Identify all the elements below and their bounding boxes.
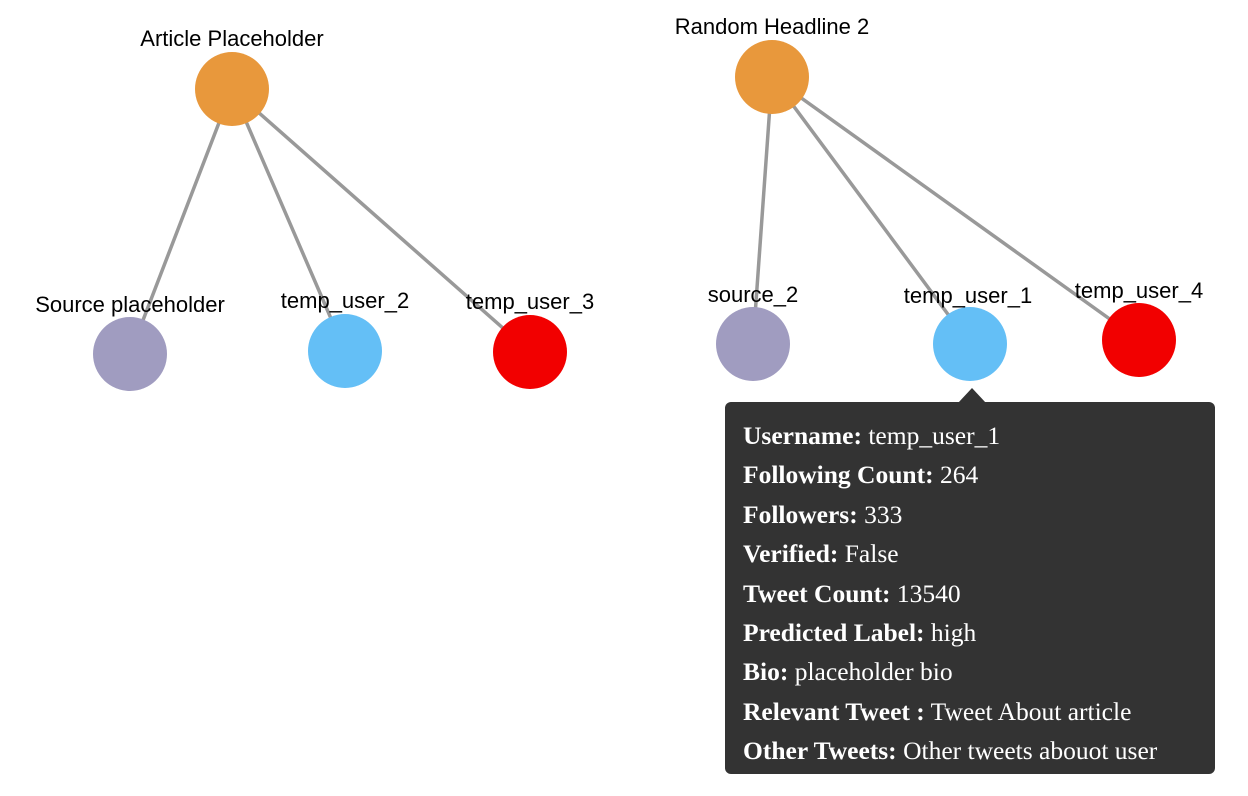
tooltip-key: Following Count: [743, 460, 934, 490]
node-article-placeholder[interactable] [195, 52, 269, 126]
tooltip-key: Followers: [743, 499, 858, 529]
node-label: temp_user_3 [466, 289, 594, 314]
node-temp-user-1[interactable] [933, 307, 1007, 381]
tooltip-row-followers: Followers: 333 [743, 495, 1197, 534]
tooltip-value: False [844, 539, 899, 569]
tooltip-arrow [958, 388, 986, 403]
node-label: source_2 [708, 282, 799, 307]
node-label: Article Placeholder [140, 26, 323, 51]
tooltip-key: Verified: [743, 539, 839, 569]
edges-layer [128, 75, 1141, 356]
tooltip-key: Tweet Count: [743, 578, 891, 608]
tooltip-key: Relevant Tweet : [743, 696, 925, 726]
tooltip-key: Other Tweets: [743, 736, 897, 766]
tooltip-row-predicted-label: Predicted Label: high [743, 613, 1197, 652]
labels-layer: Article Placeholder Source placeholder tem… [35, 14, 1203, 317]
tooltip-value: 13540 [896, 578, 961, 608]
edge-article2-source2 [751, 75, 774, 346]
tooltip-value: 264 [939, 460, 979, 490]
node-source-2[interactable] [716, 307, 790, 381]
node-temp-user-2[interactable] [308, 314, 382, 388]
tooltip-value: Other tweets abouot user [903, 736, 1158, 766]
edge-article2-user4 [770, 75, 1141, 342]
edge-article1-source1 [128, 87, 234, 356]
tooltip-row-tweet-count: Tweet Count: 13540 [743, 574, 1197, 613]
edge-article2-user1 [770, 75, 972, 346]
tooltip-row-verified: Verified: False [743, 534, 1197, 573]
tooltip-row-relevant-tweet: Relevant Tweet : Tweet About article [743, 692, 1197, 731]
tooltip-value: 333 [864, 499, 903, 529]
tooltip-row-username: Username: temp_user_1 [743, 416, 1197, 455]
node-temp-user-3[interactable] [493, 315, 567, 389]
node-label: temp_user_1 [904, 283, 1032, 308]
nodes-layer [93, 40, 1176, 391]
tooltip-value: Tweet About article [930, 696, 1132, 726]
edge-article1-user2 [230, 87, 347, 353]
node-label: temp_user_4 [1075, 278, 1203, 303]
tooltip-value: placeholder bio [794, 657, 953, 687]
tooltip-value: high [930, 618, 977, 648]
node-source-placeholder[interactable] [93, 317, 167, 391]
tooltip-value: temp_user_1 [868, 421, 1001, 450]
user-tooltip: Username: temp_user_1 Following Count: 2… [725, 402, 1215, 774]
node-temp-user-4[interactable] [1102, 303, 1176, 377]
tooltip-key: Bio: [743, 657, 789, 687]
node-label: Random Headline 2 [675, 14, 869, 39]
tooltip-key: Username: [743, 421, 862, 450]
tooltip-row-following-count: Following Count: 264 [743, 455, 1197, 494]
tooltip-row-bio: Bio: placeholder bio [743, 652, 1197, 691]
tooltip-key: Predicted Label: [743, 618, 925, 648]
node-label: temp_user_2 [281, 288, 409, 313]
node-label: Source placeholder [35, 292, 225, 317]
edge-article1-user3 [230, 87, 532, 354]
node-random-headline-2[interactable] [735, 40, 809, 114]
tooltip-row-other-tweets: Other Tweets: Other tweets abouot user [743, 731, 1197, 770]
